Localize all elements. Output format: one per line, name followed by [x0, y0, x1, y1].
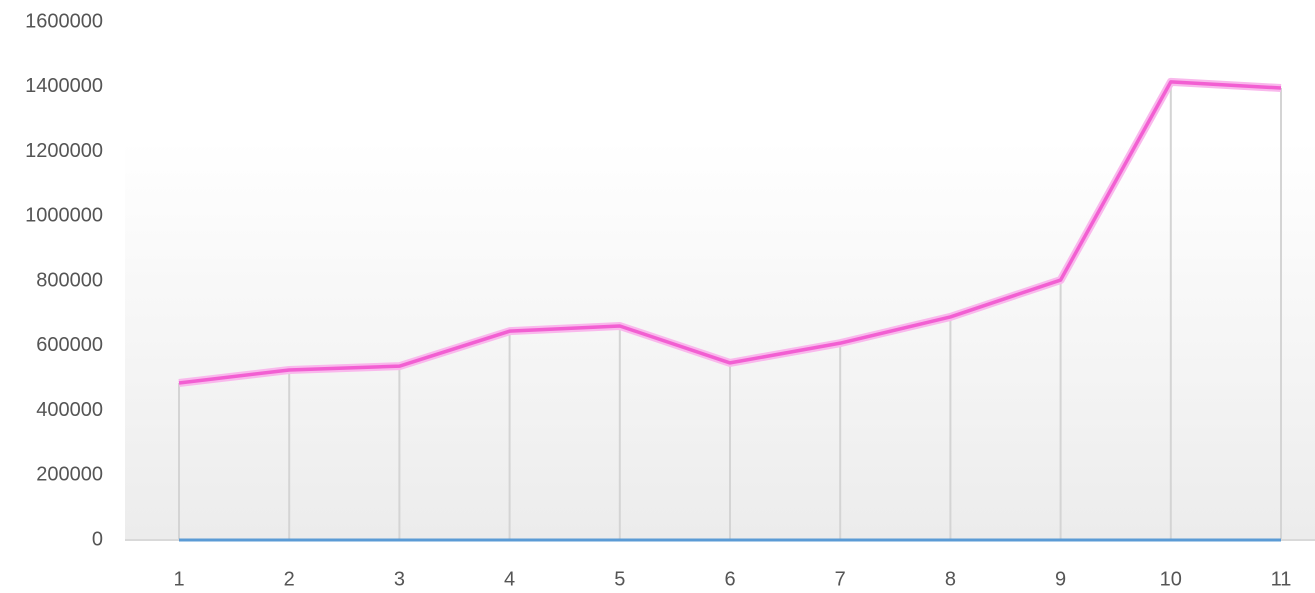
plot-background [125, 140, 1315, 540]
x-tick-label: 5 [614, 568, 625, 590]
series-line [178, 80, 1282, 385]
x-tick-label: 4 [504, 568, 515, 590]
y-tick-label: 1600000 [25, 10, 103, 32]
y-tick-label: 0 [92, 528, 103, 550]
x-tick-label: 10 [1160, 568, 1182, 590]
x-tick-label: 2 [284, 568, 295, 590]
x-tick-label: 9 [1055, 568, 1066, 590]
x-tick-label: 6 [724, 568, 735, 590]
y-tick-label: 1200000 [25, 140, 103, 162]
y-tick-label: 1400000 [25, 75, 103, 97]
y-tick-label: 1000000 [25, 205, 103, 227]
y-tick-label: 800000 [36, 269, 103, 291]
x-tick-label: 3 [394, 568, 405, 590]
y-tick-label: 600000 [36, 334, 103, 356]
x-tick-label: 7 [835, 568, 846, 590]
y-tick-label: 400000 [36, 399, 103, 421]
x-tick-label: 11 [1271, 568, 1292, 590]
x-tick-label: 8 [945, 568, 956, 590]
x-tick-label: 1 [173, 568, 184, 590]
y-tick-label: 200000 [36, 464, 103, 486]
